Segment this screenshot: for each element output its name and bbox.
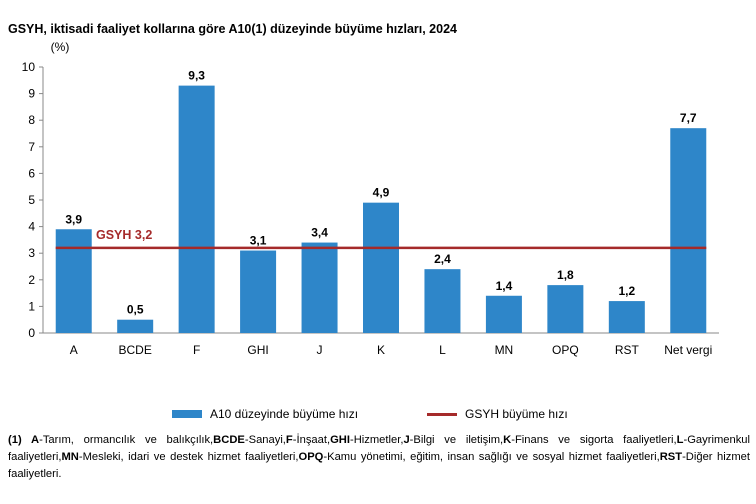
bar-value-label: 1,2 xyxy=(618,284,635,298)
legend-swatch-line xyxy=(427,412,457,416)
bar xyxy=(117,319,154,333)
bar xyxy=(178,85,215,334)
bar-value-label: 3,1 xyxy=(250,234,267,248)
footnote-code: GHI xyxy=(330,434,350,446)
footnote-description: -Kamu yönetimi, eğitim, insan sağlığı ve… xyxy=(323,451,660,463)
x-tick-label: OPQ xyxy=(552,343,579,357)
bar xyxy=(485,295,522,333)
x-tick-label: GHI xyxy=(247,343,268,357)
y-tick-label: 5 xyxy=(28,193,35,207)
y-tick-label: 6 xyxy=(28,166,35,180)
footnote-code: (1) A xyxy=(8,434,40,446)
footnote-code: L xyxy=(676,434,684,446)
x-tick-label: F xyxy=(193,343,200,357)
footnote-description: -Gayrimenkul faaliyetleri, xyxy=(8,434,751,463)
bar xyxy=(363,202,399,333)
footnote-code: J xyxy=(403,434,410,446)
x-tick-label: K xyxy=(377,343,385,357)
y-tick-label: 2 xyxy=(28,273,35,287)
bar xyxy=(301,242,338,333)
footnote-description: -Hizmetler, xyxy=(349,434,404,446)
gsyh-reference-label: GSYH 3,2 xyxy=(96,228,152,242)
x-tick-label: BCDE xyxy=(119,343,152,357)
bars: 3,9 A 0,5 BCDE 9,3 F 3,1 GHI 3,4 J 4,9 K 2,4 L 1,4 MN 1,… xyxy=(55,69,712,357)
x-tick-label: Net vergi xyxy=(664,343,712,357)
bar-value-label: 2,4 xyxy=(434,252,451,266)
y-tick-label: 1 xyxy=(28,299,35,313)
footnote-description: -Diğer hizmet faaliyetleri. xyxy=(8,451,750,480)
bar-value-label: 1,4 xyxy=(496,279,513,293)
bar-value-label: 0,5 xyxy=(127,303,144,317)
y-tick-label: 0 xyxy=(28,326,35,340)
bar-value-label: 9,3 xyxy=(188,69,205,83)
y-tick-label: 7 xyxy=(28,140,35,154)
y-tick-label: 4 xyxy=(28,220,35,234)
x-tick-label: J xyxy=(317,343,323,357)
chart-title: GSYH, iktisadi faaliyet kollarına göre A… xyxy=(8,22,457,36)
bar-value-label: 4,9 xyxy=(373,186,390,200)
footnote-description: -Finans ve sigorta faaliyetleri, xyxy=(511,434,677,446)
bar-value-label: 3,4 xyxy=(311,226,328,240)
footnote-code: K xyxy=(503,434,512,446)
footnote-code: RST xyxy=(659,451,683,463)
footnote-code: BCDE xyxy=(213,434,245,446)
footnote-description: -İnşaat, xyxy=(292,434,331,446)
y-tick-label: 9 xyxy=(28,87,35,101)
y-axis-unit-label: (%) xyxy=(51,40,70,54)
legend-label-bar: A10 düzeyinde büyüme hızı xyxy=(210,407,359,421)
bar-value-label: 3,9 xyxy=(65,212,82,226)
y-tick-label: 10 xyxy=(22,60,36,74)
bar xyxy=(670,128,707,333)
footnote-code: F xyxy=(285,434,293,446)
bar xyxy=(608,301,645,333)
legend-label-line: GSYH büyüme hızı xyxy=(465,407,568,421)
reference-line-group: GSYH 3,2 xyxy=(55,228,707,250)
x-tick-label: L xyxy=(439,343,446,357)
bar-value-label: 1,8 xyxy=(557,268,574,282)
footnote-description: -Tarım, ormancılık ve balıkçılık, xyxy=(39,434,214,446)
x-tick-label: MN xyxy=(495,343,514,357)
x-tick-label: A xyxy=(70,343,78,357)
footnote-description: -Bilgi ve iletişim, xyxy=(409,434,504,446)
legend: A10 düzeyinde büyüme hızı GSYH büyüme hı… xyxy=(0,407,756,423)
legend-swatch-bar xyxy=(172,410,202,418)
y-tick-label: 3 xyxy=(28,246,35,260)
bar xyxy=(240,250,277,333)
y-tick-label: 8 xyxy=(28,113,35,127)
bar xyxy=(55,229,92,333)
legend-item-bar: A10 düzeyinde büyüme hızı xyxy=(172,407,358,421)
footnote: (1) A-Tarım, ormancılık ve balıkçılık,BC… xyxy=(8,432,750,483)
bar xyxy=(424,269,461,333)
bar xyxy=(547,285,584,333)
x-tick-label: RST xyxy=(615,343,640,357)
bar-value-label: 7,7 xyxy=(680,111,697,125)
footnote-code: MN xyxy=(61,451,79,463)
footnote-description: -Sanayi, xyxy=(244,434,286,446)
footnote-description: -Mesleki, idari ve destek hizmet faaliye… xyxy=(78,451,299,463)
legend-item-line: GSYH büyüme hızı xyxy=(427,407,568,421)
footnote-code: OPQ xyxy=(298,451,324,463)
